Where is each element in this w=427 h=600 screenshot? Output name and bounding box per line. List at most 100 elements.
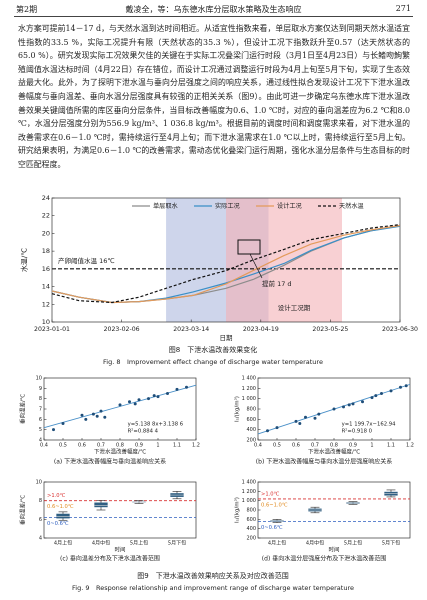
x-tick-label: 1 — [370, 443, 373, 449]
body-text: 水方案可提前14－17 d，与天然水温到达时间相近。从适宜性指数来看，单层取水方… — [18, 24, 410, 169]
x-tick-label: 1.1 — [173, 443, 181, 449]
running-title: 戴凌全，等：乌东德水库分层取水策略及生态响应 — [125, 5, 302, 14]
x-tick-label: 0.9 — [135, 443, 143, 449]
x-axis-title: 时间 — [114, 546, 125, 554]
x-tick-label: 5月上旬 — [130, 540, 148, 547]
y-tick-label: 4 — [39, 438, 42, 444]
y-tick-label: 400 — [246, 427, 256, 433]
figure-caption-en: Fig. 9 Response relationship and improve… — [72, 584, 354, 592]
scatter-point — [137, 398, 141, 402]
x-axis-title: 时间 — [328, 546, 339, 554]
x-tick-label: 2023-05-25 — [312, 326, 348, 333]
y-tick-label: 8 — [39, 498, 42, 504]
scatter-point — [399, 385, 402, 389]
box — [56, 513, 70, 519]
y-axis-title: Iₛ/(kg/m³) — [234, 497, 241, 523]
scatter-point — [347, 403, 351, 407]
scatter-point — [275, 426, 279, 430]
scatter-point — [380, 392, 383, 395]
y-tick-label: 1 000 — [242, 396, 256, 402]
x-tick-label: 1.1 — [387, 443, 395, 449]
scatter-point — [313, 416, 317, 420]
y-tick-label: 1 400 — [242, 480, 256, 486]
issue-number: 第2期 — [16, 5, 38, 14]
subplot-caption: (d) 垂向水温分层强度分布及下泄水温改善范围 — [262, 555, 386, 563]
scatter-point — [128, 400, 131, 404]
y-tick-label: 22 — [42, 212, 50, 220]
y-tick-label: 200 — [246, 438, 256, 444]
scatter-point — [185, 385, 188, 389]
scatter-point — [91, 412, 95, 416]
equation: y=5.138 8x+3.138 6 — [128, 422, 184, 428]
x-tick-label: 0.8 — [116, 443, 124, 449]
scatter-point — [95, 414, 99, 418]
x-axis-title: 下泄水温改善幅度/℃ — [308, 448, 360, 456]
x-tick-label: 5月上旬 — [344, 540, 362, 547]
y-tick-label: 9 — [39, 386, 42, 392]
scatter-point — [84, 417, 88, 421]
zone-label: >1.0℃ — [261, 491, 280, 497]
scatter-point — [351, 402, 355, 406]
scatter-point — [389, 389, 393, 393]
legend-label: 天然水温 — [339, 202, 364, 210]
y-tick-label: 6 — [39, 417, 42, 423]
scatter-point — [133, 402, 137, 406]
y-tick-label: 7 — [39, 407, 42, 413]
box — [94, 502, 108, 508]
y-tick-label: 800 — [246, 508, 256, 514]
zone-label: 0.6~1.0℃ — [47, 504, 74, 510]
x-tick-label: 0.4 — [40, 443, 48, 449]
series-line — [51, 224, 401, 304]
figure-caption: 图8 下泄水温改善效果变化 — [169, 345, 257, 354]
x-tick-label: 2023-06-30 — [382, 326, 418, 333]
x-axis-title: 日期 — [220, 334, 234, 342]
period-band — [226, 198, 342, 322]
y-tick-label: 600 — [246, 417, 256, 423]
y-axis-title: 垂向温差/℃ — [19, 495, 27, 525]
plot-frame — [51, 197, 401, 323]
y-tick-label: 400 — [246, 526, 256, 532]
period-label: 设计工况期 — [278, 303, 311, 312]
x-tick-label: 2023-01-01 — [34, 326, 70, 333]
legend-label: 实际工况 — [215, 202, 240, 210]
x-tick-label: 2023-03-14 — [173, 326, 209, 333]
annotation-box — [237, 239, 261, 255]
threshold-label: 产卵阈值水温 16℃ — [58, 256, 115, 265]
scatter-point — [147, 397, 150, 401]
annotation-arrow — [249, 253, 263, 279]
equation: y=1 199.7x−162.94 — [342, 422, 397, 428]
scatter-point — [175, 387, 179, 391]
y-tick-label: 10 — [36, 480, 42, 486]
zone-label: 0.6~1.0℃ — [261, 502, 288, 508]
x-tick-label: 0.5 — [59, 443, 67, 449]
header-rule — [14, 16, 413, 17]
scatter-point — [152, 394, 156, 398]
y-tick-label: 10 — [42, 318, 50, 326]
annotation: 提前 17 d — [262, 279, 292, 288]
x-tick-label: 2023-02-06 — [104, 326, 140, 333]
scatter-point — [103, 415, 107, 419]
scatter-point — [294, 419, 298, 423]
y-tick-label: 16 — [42, 265, 50, 273]
y-tick-label: 600 — [246, 517, 256, 523]
y-tick-label: 800 — [246, 407, 256, 413]
y-tick-label: 8 — [39, 396, 42, 402]
figure-caption: 图9 下泄水温改善效果响应关系及对应改善范围 — [137, 571, 288, 580]
y-axis-title: Iₛ/(kg/m³) — [234, 396, 241, 422]
scatter-point — [52, 428, 55, 432]
legend-label: 单层取水 — [153, 202, 179, 210]
x-tick-label: 2023-04-19 — [243, 326, 279, 333]
x-tick-label: 0.7 — [311, 443, 319, 449]
x-tick-label: 1.2 — [406, 443, 414, 449]
x-tick-label: 0.5 — [273, 443, 281, 449]
y-tick-label: 20 — [42, 229, 50, 237]
scatter-point — [266, 429, 269, 433]
y-tick-label: 1 200 — [242, 489, 256, 495]
scatter-point — [404, 384, 408, 388]
y-tick-label: 18 — [42, 247, 50, 255]
x-tick-label: 5月下旬 — [168, 540, 186, 547]
scatter-point — [99, 409, 103, 413]
y-tick-label: 1 000 — [242, 498, 256, 504]
